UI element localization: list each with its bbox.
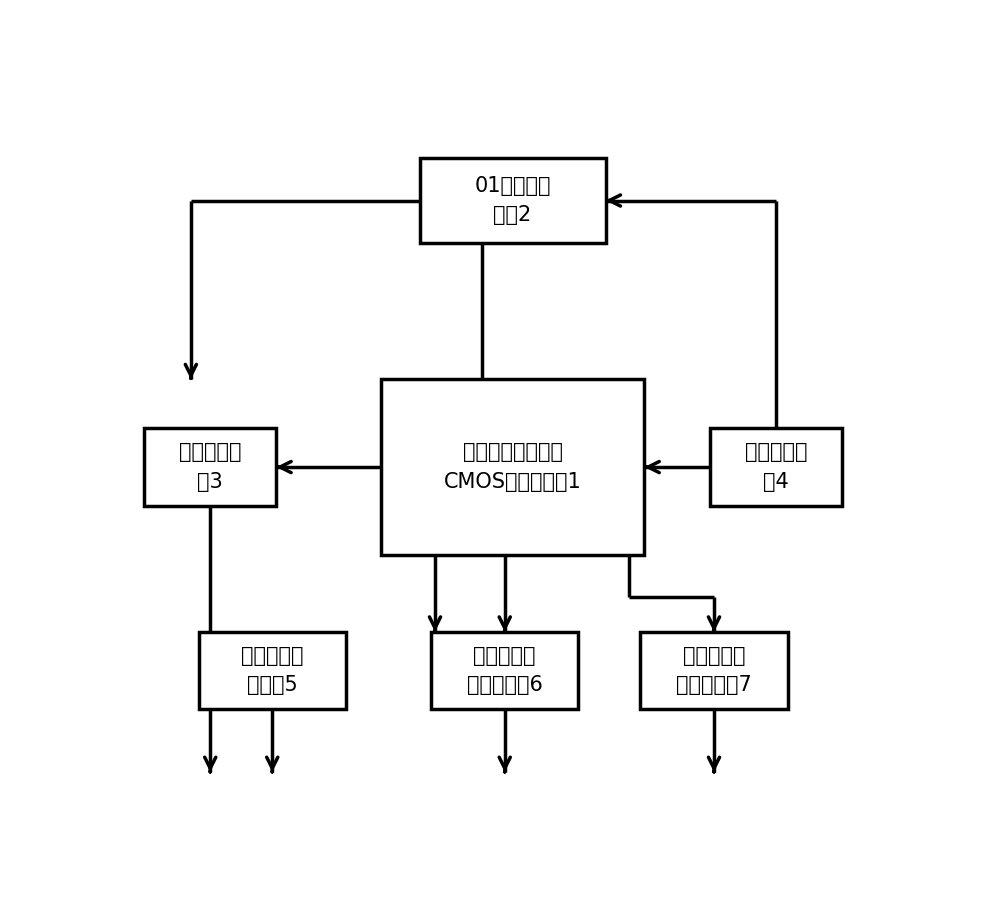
Text: 光源探测模
块4: 光源探测模 块4 [745, 442, 807, 492]
Text: 阈值生成模
块3: 阈值生成模 块3 [179, 442, 242, 492]
Bar [381, 379, 644, 555]
Text: 集成光电探测器的
CMOS图像传感器1: 集成光电探测器的 CMOS图像传感器1 [444, 442, 581, 492]
Bar [640, 632, 788, 709]
Text: 高速通信信
号处理模块6: 高速通信信 号处理模块6 [467, 646, 543, 695]
Text: 01图片生成
模块2: 01图片生成 模块2 [474, 176, 551, 225]
Bar [199, 632, 346, 709]
Bar [710, 428, 842, 506]
Bar [431, 632, 578, 709]
Text: 灰度图片生
成模块5: 灰度图片生 成模块5 [241, 646, 304, 695]
Bar [420, 159, 606, 242]
Text: 低速通信信
号处理模块7: 低速通信信 号处理模块7 [676, 646, 752, 695]
Bar [144, 428, 276, 506]
